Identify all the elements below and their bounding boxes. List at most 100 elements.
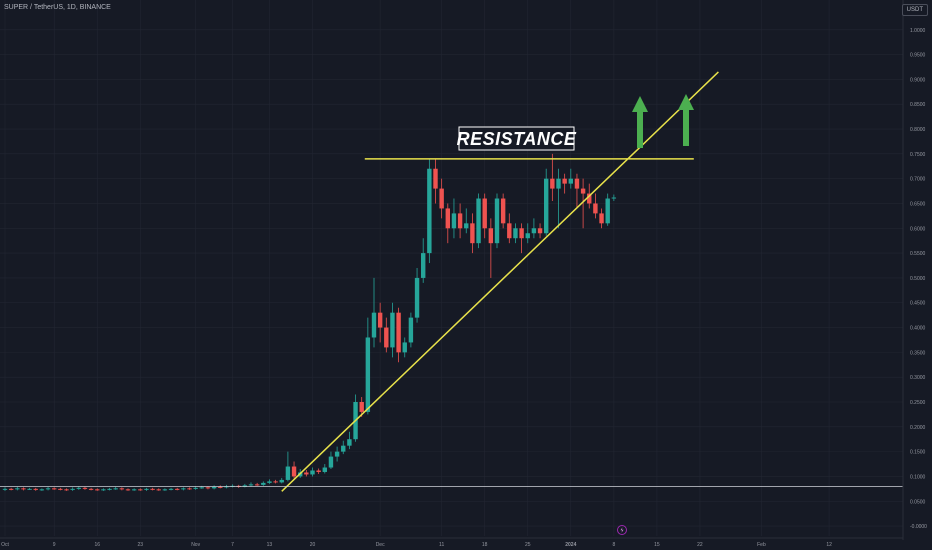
candle-body	[359, 402, 364, 412]
y-tick-label: 0.3500	[910, 350, 926, 356]
candle-body	[70, 488, 75, 490]
candle-body	[427, 168, 432, 254]
candle-body	[464, 223, 469, 229]
candle-body	[599, 213, 604, 224]
currency-badge[interactable]: USDT	[901, 4, 928, 16]
candle-body	[187, 488, 192, 490]
candle-body	[488, 228, 494, 244]
candle-body	[384, 327, 389, 348]
candle-body	[365, 337, 371, 412]
resistance-label: RESISTANCE	[457, 126, 577, 151]
up-arrow-1	[632, 96, 648, 148]
y-tick-label: 0.5500	[910, 251, 926, 257]
candle-body	[445, 208, 450, 229]
candle-body	[218, 486, 223, 488]
candle-body	[8, 488, 14, 490]
candle-body	[421, 253, 426, 278]
candle-body	[457, 213, 463, 229]
x-tick-label: 18	[482, 542, 488, 548]
candle-body	[52, 488, 57, 490]
candle-body	[150, 488, 155, 490]
candle-body	[205, 487, 211, 489]
x-tick-label: 25	[525, 542, 531, 548]
x-tick-label: 23	[138, 542, 144, 548]
candle-body	[507, 223, 512, 239]
candle-body	[199, 487, 204, 489]
candle-body	[156, 489, 161, 491]
candlestick-series	[2, 153, 617, 491]
candle-body	[476, 198, 481, 244]
y-tick-label: 0.9500	[910, 53, 926, 59]
x-tick-label: 20	[310, 542, 316, 548]
candle-body	[611, 197, 617, 199]
candle-body	[537, 228, 543, 234]
candle-body	[82, 487, 88, 489]
resistance-label-text: RESISTANCE	[457, 129, 577, 149]
candle-body	[64, 489, 69, 491]
y-tick-label: -0.0000	[910, 524, 927, 530]
x-tick-label: 9	[53, 542, 56, 548]
candle-body	[162, 489, 168, 491]
candle-body	[254, 484, 260, 486]
candle-body	[531, 228, 537, 234]
candle-body	[513, 228, 518, 239]
candle-body	[396, 312, 401, 353]
x-tick-label: Dec	[376, 542, 385, 548]
candle-body	[568, 178, 573, 184]
candle-body	[574, 178, 580, 189]
candle-body	[107, 488, 112, 490]
chart-grid	[0, 0, 903, 536]
x-tick-label: Nov	[191, 542, 200, 548]
candle-body	[605, 198, 610, 224]
candle-body	[33, 488, 38, 490]
y-axis[interactable]: 1.0000 0.9500 0.9000 0.8500 0.8000 0.7500 0.70…	[902, 0, 927, 540]
candle-body	[39, 489, 45, 491]
x-tick-label: 13	[267, 542, 273, 548]
y-tick-label: 0.4000	[910, 326, 926, 332]
x-axis-tick-labels: Oct 9 16 23 Nov 7 13 20 Dec 11 18 25 2024 8 15 22 Feb 12	[1, 542, 832, 548]
y-tick-label: 0.3000	[910, 375, 926, 381]
candle-body	[279, 479, 284, 483]
candle-body	[439, 188, 444, 209]
candle-body	[144, 488, 149, 490]
candle-body	[95, 489, 100, 491]
candle-body	[267, 481, 272, 483]
candle-body	[494, 198, 500, 244]
news-event-icon[interactable]	[617, 525, 627, 535]
candle-body	[131, 489, 137, 491]
candle-body	[310, 470, 315, 475]
candle-body	[291, 466, 297, 477]
y-tick-label: 1.0000	[910, 28, 926, 34]
y-tick-label: 0.6000	[910, 226, 926, 232]
candle-body	[27, 488, 32, 490]
candle-body	[408, 317, 414, 343]
candle-body	[500, 198, 506, 224]
candle-body	[119, 488, 125, 490]
candle-body	[316, 470, 321, 472]
symbol-header: SUPER / TetherUS, 1D, BINANCE	[4, 4, 111, 11]
y-tick-label: 0.1500	[910, 450, 926, 456]
candle-body	[211, 486, 217, 489]
candle-body	[2, 488, 8, 490]
candle-body	[21, 488, 26, 490]
candle-body	[304, 472, 309, 475]
candle-body	[58, 488, 63, 490]
candle-body	[414, 277, 420, 318]
y-tick-label: 0.1000	[910, 474, 926, 480]
x-tick-label: 11	[439, 542, 444, 548]
candle-body	[451, 213, 457, 229]
y-tick-label: 0.7000	[910, 177, 926, 183]
x-tick-label: 12	[826, 542, 832, 548]
candle-body	[519, 228, 524, 239]
support-trendline	[281, 71, 719, 492]
y-tick-label: 0.2000	[910, 425, 926, 431]
y-tick-label: 0.8000	[910, 127, 926, 133]
x-tick-label: 16	[94, 542, 100, 548]
x-tick-label: 8	[612, 542, 615, 548]
y-tick-label: 0.6500	[910, 201, 926, 207]
candle-body	[587, 193, 592, 204]
x-axis[interactable]: Oct 9 16 23 Nov 7 13 20 Dec 11 18 25 2024 8 15 22 Feb 12	[0, 537, 903, 548]
candle-body	[15, 488, 20, 490]
candle-body	[334, 451, 340, 457]
